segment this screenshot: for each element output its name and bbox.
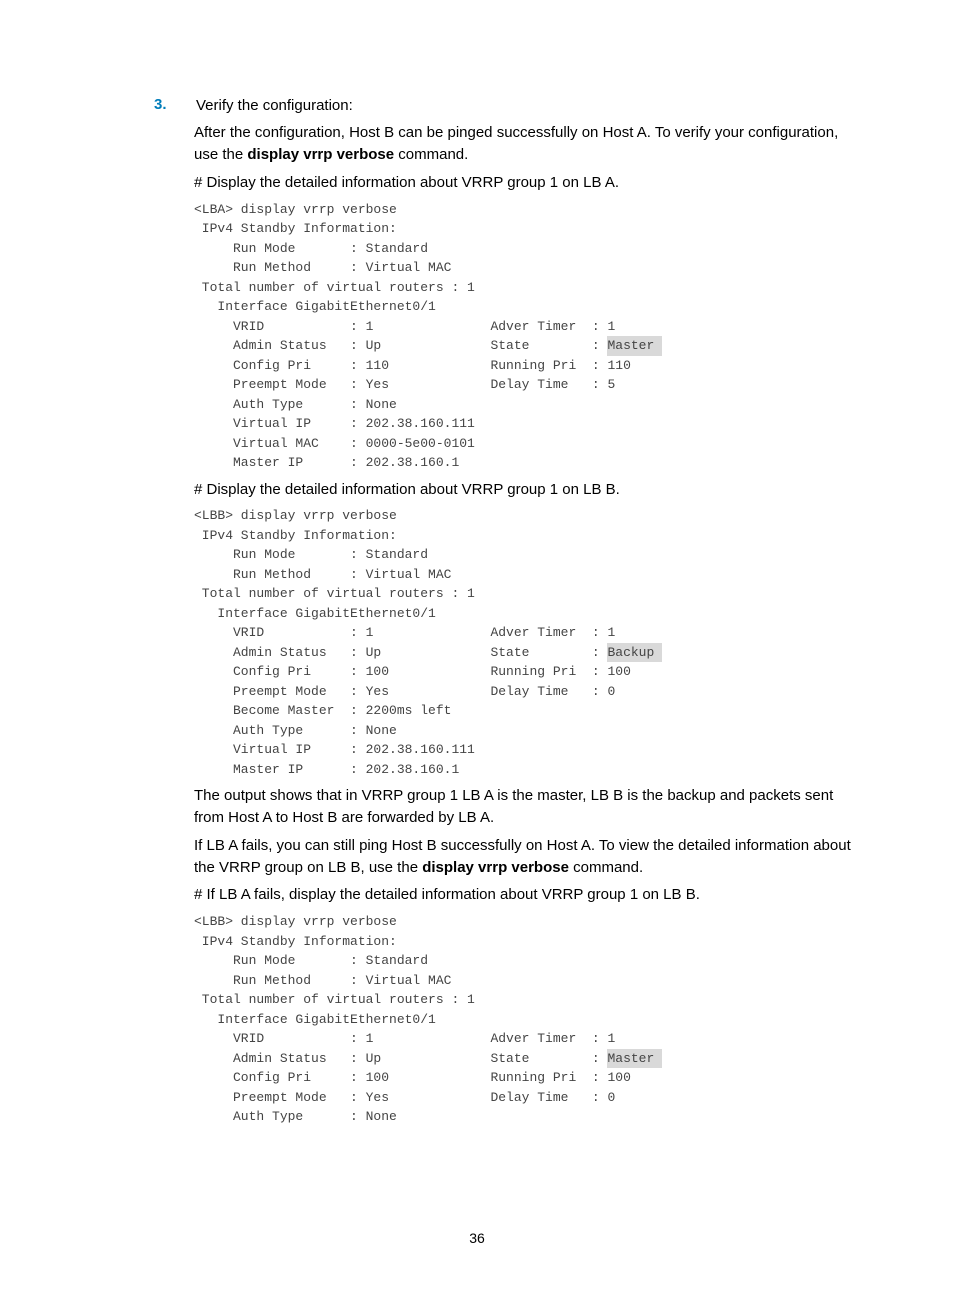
code-line: Run Method : Virtual MAC	[194, 567, 459, 582]
code-line: VRID : 1 Adver Timer : 1	[194, 319, 623, 334]
highlight-backup: Backup	[607, 643, 662, 663]
code-line: Virtual IP : 202.38.160.111	[194, 742, 483, 757]
code-line: Total number of virtual routers : 1	[194, 280, 483, 295]
code-block-lbb: <LBB> display vrrp verbose IPv4 Standby …	[194, 506, 856, 779]
code-line: Config Pri : 100 Running Pri : 100	[194, 1070, 639, 1085]
code-line: <LBA> display vrrp verbose	[194, 202, 405, 217]
highlight-master: Master	[607, 336, 662, 356]
code-line: IPv4 Standby Information:	[194, 934, 405, 949]
code-line: Interface GigabitEthernet0/1	[194, 606, 444, 621]
code-line: Interface GigabitEthernet0/1	[194, 1012, 444, 1027]
paragraph-verify: After the configuration, Host B can be p…	[194, 122, 856, 166]
text-run: command.	[394, 146, 468, 163]
code-line: Total number of virtual routers : 1	[194, 586, 483, 601]
step-number: 3.	[152, 96, 196, 113]
code-line: Run Mode : Standard	[194, 953, 436, 968]
code-line: Virtual IP : 202.38.160.111	[194, 416, 483, 431]
code-line: Run Method : Virtual MAC	[194, 973, 459, 988]
code-line: VRID : 1 Adver Timer : 1	[194, 1031, 623, 1046]
code-line: Run Method : Virtual MAC	[194, 260, 459, 275]
code-block-lba: <LBA> display vrrp verbose IPv4 Standby …	[194, 200, 856, 473]
code-line: Master IP : 202.38.160.1	[194, 762, 467, 777]
code-line: Preempt Mode : Yes Delay Time : 0	[194, 1090, 623, 1105]
code-block-lbb-after-fail: <LBB> display vrrp verbose IPv4 Standby …	[194, 912, 856, 1127]
bold-cmd-1: display vrrp verbose	[247, 146, 394, 163]
text-run: command.	[569, 859, 643, 876]
code-line: Total number of virtual routers : 1	[194, 992, 483, 1007]
page-number: 36	[0, 1230, 954, 1246]
code-line: Master IP : 202.38.160.1	[194, 455, 467, 470]
code-line: Run Mode : Standard	[194, 241, 436, 256]
code-line: Auth Type : None	[194, 397, 405, 412]
content-block: After the configuration, Host B can be p…	[152, 122, 856, 1126]
highlight-master-2: Master	[607, 1049, 662, 1069]
code-line: Become Master : 2200ms left	[194, 703, 459, 718]
code-line: IPv4 Standby Information:	[194, 528, 405, 543]
code-line: Admin Status : Up State :	[194, 338, 607, 353]
code-line: Virtual MAC : 0000-5e00-0101	[194, 436, 483, 451]
code-line: Admin Status : Up State :	[194, 645, 607, 660]
step-row: 3. Verify the configuration:	[152, 96, 856, 116]
paragraph-display-lba: # Display the detailed information about…	[194, 172, 856, 194]
page-container: 3. Verify the configuration: After the c…	[0, 0, 954, 1296]
paragraph-display-lbb-after-fail: # If LB A fails, display the detailed in…	[194, 884, 856, 906]
code-line: Config Pri : 100 Running Pri : 100	[194, 664, 639, 679]
code-line: Admin Status : Up State :	[194, 1051, 607, 1066]
paragraph-display-lbb: # Display the detailed information about…	[194, 479, 856, 501]
code-line: Preempt Mode : Yes Delay Time : 5	[194, 377, 623, 392]
paragraph-lba-fails: If LB A fails, you can still ping Host B…	[194, 835, 856, 879]
code-line: <LBB> display vrrp verbose	[194, 508, 405, 523]
step-title: Verify the configuration:	[196, 96, 856, 116]
code-line: Interface GigabitEthernet0/1	[194, 299, 444, 314]
paragraph-output-explain: The output shows that in VRRP group 1 LB…	[194, 785, 856, 829]
code-line: <LBB> display vrrp verbose	[194, 914, 405, 929]
code-line: Config Pri : 110 Running Pri : 110	[194, 358, 639, 373]
code-line: Auth Type : None	[194, 1109, 405, 1124]
code-line: IPv4 Standby Information:	[194, 221, 405, 236]
code-line: VRID : 1 Adver Timer : 1	[194, 625, 623, 640]
code-line: Auth Type : None	[194, 723, 405, 738]
code-line: Run Mode : Standard	[194, 547, 436, 562]
bold-cmd-2: display vrrp verbose	[422, 859, 569, 876]
code-line: Preempt Mode : Yes Delay Time : 0	[194, 684, 623, 699]
